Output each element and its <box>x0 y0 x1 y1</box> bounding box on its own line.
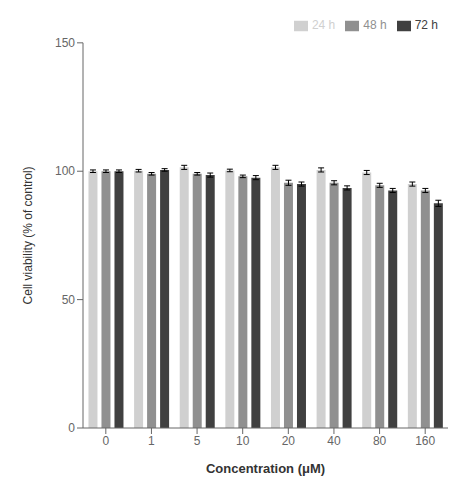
html-text:72 h: 72 h <box>414 18 438 32</box>
svg-text:10: 10 <box>236 434 250 448</box>
svg-text:0: 0 <box>102 434 109 448</box>
html-text:48 h: 48 h <box>363 18 387 32</box>
svg-text:20: 20 <box>282 434 296 448</box>
svg-text:80: 80 <box>373 434 387 448</box>
svg-text:150: 150 <box>55 36 75 50</box>
svg-text:5: 5 <box>194 434 201 448</box>
svg-text:1: 1 <box>148 434 155 448</box>
svg-text:Cell viability (% of control): Cell viability (% of control) <box>21 166 35 304</box>
svg-text:0: 0 <box>68 421 75 435</box>
svg-text:40: 40 <box>327 434 341 448</box>
svg-text:50: 50 <box>62 293 76 307</box>
svg-text:Concentration (μM): Concentration (μM) <box>206 461 325 476</box>
html-text:24 h: 24 h <box>311 18 336 32</box>
svg-text:160: 160 <box>415 434 435 448</box>
svg-text:100: 100 <box>55 164 75 178</box>
